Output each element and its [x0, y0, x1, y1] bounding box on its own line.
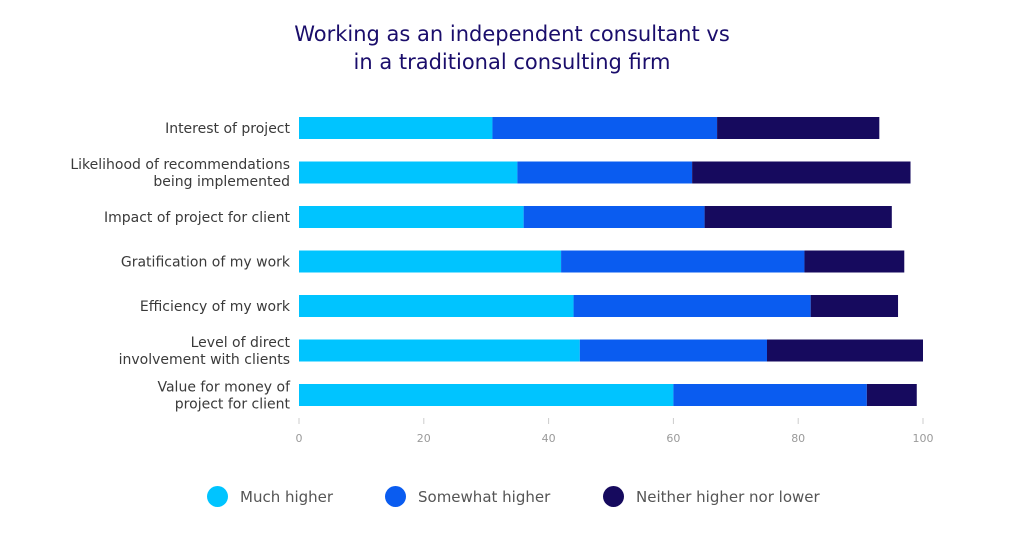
bar-segment — [299, 250, 562, 273]
category-label: Value for money of project for client — [157, 380, 291, 413]
category-label-line: Impact of project for client — [104, 210, 291, 226]
legend-label-much-higher: Much higher — [240, 487, 334, 506]
bar-segment — [804, 250, 905, 273]
bar-segment — [492, 117, 718, 139]
category-label-line: project for client — [175, 397, 291, 413]
legend-item-somewhat-higher: Somewhat higher — [385, 486, 550, 507]
category-label: Efficiency of my work — [140, 299, 291, 315]
category-label: Interest of project — [165, 121, 290, 137]
legend-swatch-neither — [603, 486, 624, 507]
bar-segment — [767, 339, 923, 362]
bar-segment — [299, 339, 580, 362]
bar-segment — [692, 161, 911, 184]
bar-segment — [523, 206, 705, 228]
x-tick-label: 80 — [791, 432, 805, 445]
legend-item-much-higher: Much higher — [207, 486, 333, 507]
x-tick-label: 0 — [296, 432, 303, 445]
category-label-line: involvement with clients — [119, 352, 290, 368]
category-label: Level of direct involvement with clients — [119, 335, 291, 368]
bar-segment — [517, 161, 693, 184]
bar-segment — [299, 295, 574, 317]
bar-segment — [704, 206, 892, 228]
bar-segment — [866, 384, 917, 406]
bar-segment — [579, 339, 767, 362]
bar-segment — [299, 206, 524, 228]
category-label: Impact of project for client — [104, 210, 291, 226]
stacked-bar-chart: Interest of project Likelihood of recomme… — [70, 117, 934, 445]
legend: Much higher Somewhat higher Neither high… — [0, 486, 1024, 512]
chart-title: Working as an independent consultant vs … — [0, 20, 1024, 76]
legend-item-neither: Neither higher nor lower — [603, 486, 820, 507]
bar-segment — [299, 117, 493, 139]
category-label-line: Level of direct — [191, 335, 291, 351]
category-label: Likelihood of recommendations being imple… — [70, 157, 290, 190]
legend-swatch-much-higher — [207, 486, 228, 507]
x-tick-label: 40 — [542, 432, 556, 445]
bar-segment — [561, 250, 805, 273]
category-label-line: being implemented — [153, 174, 290, 190]
bar-segment — [673, 384, 867, 406]
chart-title-line-1: Working as an independent consultant vs — [294, 22, 730, 46]
legend-label-somewhat-higher: Somewhat higher — [418, 487, 551, 506]
category-label-line: Interest of project — [165, 121, 290, 137]
bar-segment — [299, 161, 518, 184]
category-label-line: Likelihood of recommendations — [70, 157, 290, 173]
category-label: Gratification of my work — [121, 255, 291, 271]
legend-swatch-somewhat-higher — [385, 486, 406, 507]
x-tick-label: 100 — [913, 432, 934, 445]
category-label-line: Value for money of — [157, 380, 291, 396]
bar-segment — [299, 384, 674, 406]
category-label-line: Gratification of my work — [121, 255, 291, 271]
bar-segment — [717, 117, 880, 139]
category-label-line: Efficiency of my work — [140, 299, 291, 315]
x-tick-label: 20 — [417, 432, 431, 445]
legend-label-neither: Neither higher nor lower — [636, 487, 820, 506]
x-tick-label: 60 — [666, 432, 680, 445]
bar-segment — [810, 295, 899, 317]
bar-segment — [573, 295, 811, 317]
chart-title-line-2: in a traditional consulting firm — [353, 50, 671, 74]
